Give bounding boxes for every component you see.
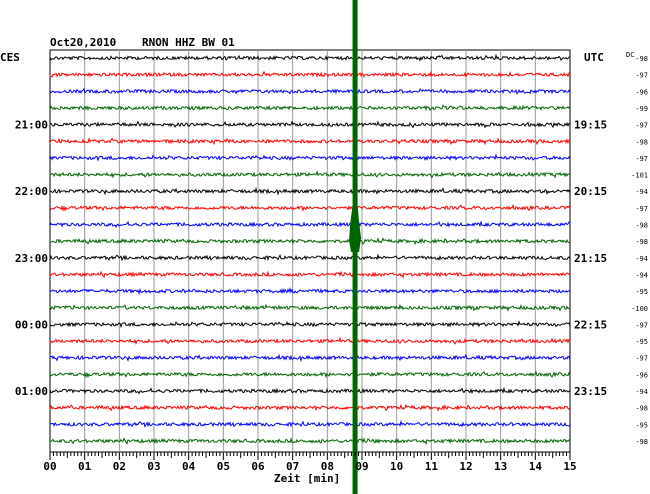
trace-line xyxy=(49,203,571,213)
x-tick-label: 03 xyxy=(147,460,160,473)
right-time-label: 20:15 xyxy=(574,185,607,198)
dc-offset-value: -97 xyxy=(635,155,648,163)
x-tick-label: 10 xyxy=(390,460,403,473)
left-time-label: 23:00 xyxy=(15,252,48,265)
right-timezone-label: UTC xyxy=(584,51,604,64)
dc-offset-value: -98 xyxy=(635,222,648,230)
date-label: Oct20,2010 xyxy=(50,36,116,49)
dc-offset-values: -98 -97 -96 -99 -97 -98 -97 -101 -94 -97 -98 -98 -94… xyxy=(631,55,648,446)
dc-offset-value: -94 xyxy=(635,188,648,196)
event-burst xyxy=(349,205,362,252)
dc-offset-value: -98 xyxy=(635,55,648,63)
x-axis: 00 01 02 03 04 05 06 07 08 09 10 11 12 13 14 15 xyxy=(43,452,577,473)
right-time-label: 22:15 xyxy=(574,318,607,331)
dc-offset-value: -95 xyxy=(635,421,648,429)
dc-offset-value: -94 xyxy=(635,255,648,263)
trace-line xyxy=(49,253,571,262)
trace-line xyxy=(49,320,571,329)
trace-line xyxy=(49,70,571,79)
trace-line xyxy=(49,403,571,412)
dc-offset-value: -95 xyxy=(635,288,648,296)
x-tick-label: 11 xyxy=(425,460,439,473)
dc-offset-value: -95 xyxy=(635,338,648,346)
trace-line xyxy=(49,170,571,179)
x-tick-label: 13 xyxy=(494,460,507,473)
dc-offset-value: -100 xyxy=(631,305,648,313)
dc-offset-value: -98 xyxy=(635,138,648,146)
trace-line xyxy=(49,237,570,246)
dc-offset-value: -99 xyxy=(635,105,648,113)
trace-line xyxy=(49,137,571,146)
right-time-label: 21:15 xyxy=(574,252,607,265)
trace-line xyxy=(49,220,571,228)
trace-line xyxy=(49,153,571,162)
dc-offset-value: -98 xyxy=(635,438,648,446)
dc-offset-value: -97 xyxy=(635,122,648,130)
dc-offset-value: -96 xyxy=(635,371,648,379)
x-tick-label: 00 xyxy=(43,460,56,473)
trace-line xyxy=(49,187,571,196)
trace-line xyxy=(49,53,571,62)
x-tick-label: 05 xyxy=(217,460,230,473)
x-tick-label: 04 xyxy=(182,460,196,473)
event-marker xyxy=(349,0,362,494)
x-tick-label: 06 xyxy=(251,460,265,473)
station-label: RNON HHZ BW 01 xyxy=(142,36,235,49)
left-time-label: 01:00 xyxy=(15,385,48,398)
right-time-labels: 19:15 20:15 21:15 22:15 23:15 xyxy=(574,119,607,398)
trace-line xyxy=(49,303,571,312)
dc-offset-value: -97 xyxy=(635,72,648,80)
dc-offset-value: -97 xyxy=(635,321,648,329)
x-tick-label: 08 xyxy=(321,460,334,473)
dc-offset-value: -101 xyxy=(631,172,648,180)
left-time-label: 21:00 xyxy=(15,119,48,132)
grid-lines xyxy=(84,50,536,452)
dc-offset-value: -96 xyxy=(635,88,648,96)
x-axis-label: Zeit [min] xyxy=(274,472,340,485)
trace-line xyxy=(49,120,571,129)
dc-offset-value: -98 xyxy=(635,238,648,246)
trace-line xyxy=(49,270,571,279)
x-tick-label: 15 xyxy=(563,460,576,473)
trace-line xyxy=(49,353,571,363)
right-time-label: 23:15 xyxy=(574,385,607,398)
dc-offset-value: -98 xyxy=(635,405,648,413)
x-tick-label: 09 xyxy=(355,460,368,473)
trace-line xyxy=(49,370,571,379)
trace-line xyxy=(49,87,571,95)
trace-line xyxy=(49,336,570,345)
trace-line xyxy=(49,287,571,295)
dc-offset-value: -97 xyxy=(635,205,648,213)
left-timezone-label: CES xyxy=(0,51,20,64)
trace-line xyxy=(49,419,571,428)
dc-label: DC xyxy=(626,51,634,59)
dc-offset-value: -94 xyxy=(635,388,648,396)
trace-line xyxy=(49,437,571,446)
x-tick-label: 07 xyxy=(286,460,299,473)
x-tick-label: 14 xyxy=(529,460,543,473)
dc-offset-value: -97 xyxy=(635,355,648,363)
seismic-traces xyxy=(49,53,571,446)
left-time-label: 22:00 xyxy=(15,185,48,198)
left-time-label: 00:00 xyxy=(15,318,48,331)
x-tick-label: 01 xyxy=(78,460,92,473)
left-time-labels: 21:00 22:00 23:00 00:00 01:00 xyxy=(15,119,48,398)
right-time-label: 19:15 xyxy=(574,119,607,132)
x-tick-label: 02 xyxy=(113,460,126,473)
dc-offset-value: -94 xyxy=(635,271,648,279)
x-tick-label: 12 xyxy=(459,460,472,473)
trace-line xyxy=(49,104,571,112)
trace-line xyxy=(49,386,571,395)
